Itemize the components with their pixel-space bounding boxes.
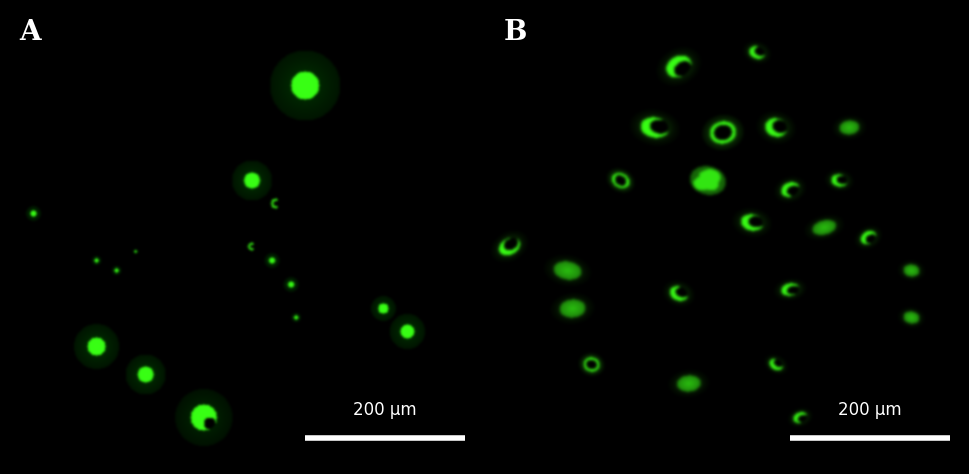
Text: B: B xyxy=(504,19,527,46)
Text: A: A xyxy=(19,19,41,46)
Text: 200 μm: 200 μm xyxy=(354,401,417,419)
Text: 200 μm: 200 μm xyxy=(838,401,901,419)
